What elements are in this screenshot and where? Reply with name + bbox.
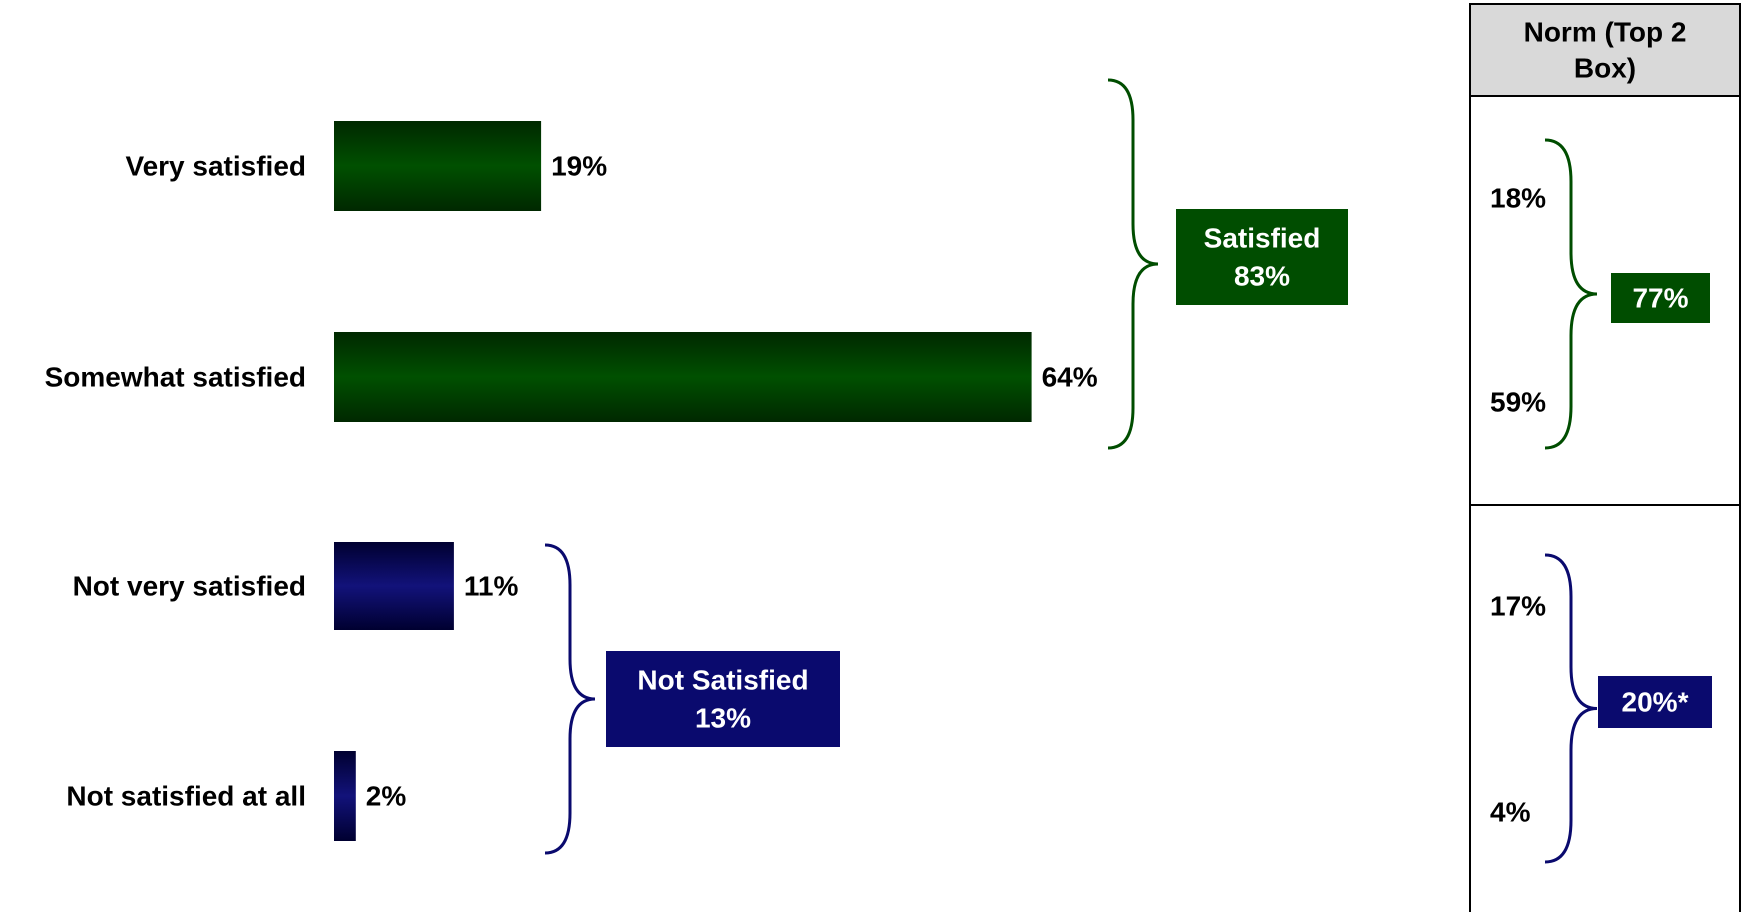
norm-item-label: 4% — [1490, 797, 1531, 828]
category-label: Very satisfied — [125, 151, 306, 182]
bar-somewhat-satisfied — [334, 332, 1032, 422]
group-summary-box — [606, 651, 840, 747]
norm-panel: Norm (Top 2 Box) 18% 59% 77% 17% 4% 20%* — [1469, 3, 1741, 912]
category-label: Somewhat satisfied — [45, 362, 306, 393]
data-label: 64% — [1042, 362, 1098, 393]
bar-very-satisfied — [334, 121, 542, 211]
group-bracket — [1107, 78, 1159, 450]
norm-header-line-2: Box) — [1574, 53, 1636, 84]
norm-item-label: 18% — [1490, 183, 1546, 214]
group-summary-box — [1176, 209, 1348, 305]
group-summary-text-line-1: Satisfied — [1204, 223, 1321, 254]
norm-total-label: 20%* — [1622, 687, 1689, 718]
group-summary-text-line-2: 13% — [695, 703, 751, 734]
category-label: Not very satisfied — [73, 571, 306, 602]
norm-bracket — [1544, 138, 1598, 450]
norm-total-label: 77% — [1632, 283, 1688, 314]
data-label: 2% — [366, 781, 407, 812]
category-label: Not satisfied at all — [66, 781, 306, 812]
bars-layer: Very satisfied 19% Somewhat satisfied 64% No… — [45, 121, 1098, 841]
norm-bracket — [1544, 553, 1598, 864]
brackets-layer: Satisfied 83% Not Satisfied 13% — [544, 78, 1348, 855]
data-label: 19% — [551, 151, 607, 182]
norm-item-label: 59% — [1490, 387, 1546, 418]
group-summary-text-line-1: Not Satisfied — [637, 665, 808, 696]
bar-not-satisfied-at-all — [334, 751, 356, 841]
norm-header-line-1: Norm (Top 2 — [1524, 17, 1687, 48]
bar-not-very-satisfied — [334, 542, 454, 630]
norm-total-box — [1611, 273, 1710, 323]
group-bracket — [544, 543, 596, 855]
norm-section-cell — [1469, 504, 1741, 912]
data-label: 11% — [464, 571, 519, 602]
group-summary-text-line-2: 83% — [1234, 261, 1290, 292]
norm-total-box — [1598, 676, 1712, 728]
norm-item-label: 17% — [1490, 591, 1546, 622]
